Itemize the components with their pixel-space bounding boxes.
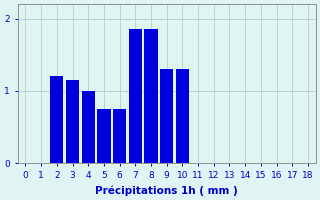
Bar xyxy=(97,109,111,163)
X-axis label: Précipitations 1h ( mm ): Précipitations 1h ( mm ) xyxy=(95,185,238,196)
Bar xyxy=(82,91,95,163)
Bar xyxy=(129,29,142,163)
Bar xyxy=(144,29,158,163)
Bar xyxy=(176,69,189,163)
Bar xyxy=(66,80,79,163)
Bar xyxy=(50,76,63,163)
Bar xyxy=(160,69,173,163)
Bar xyxy=(113,109,126,163)
